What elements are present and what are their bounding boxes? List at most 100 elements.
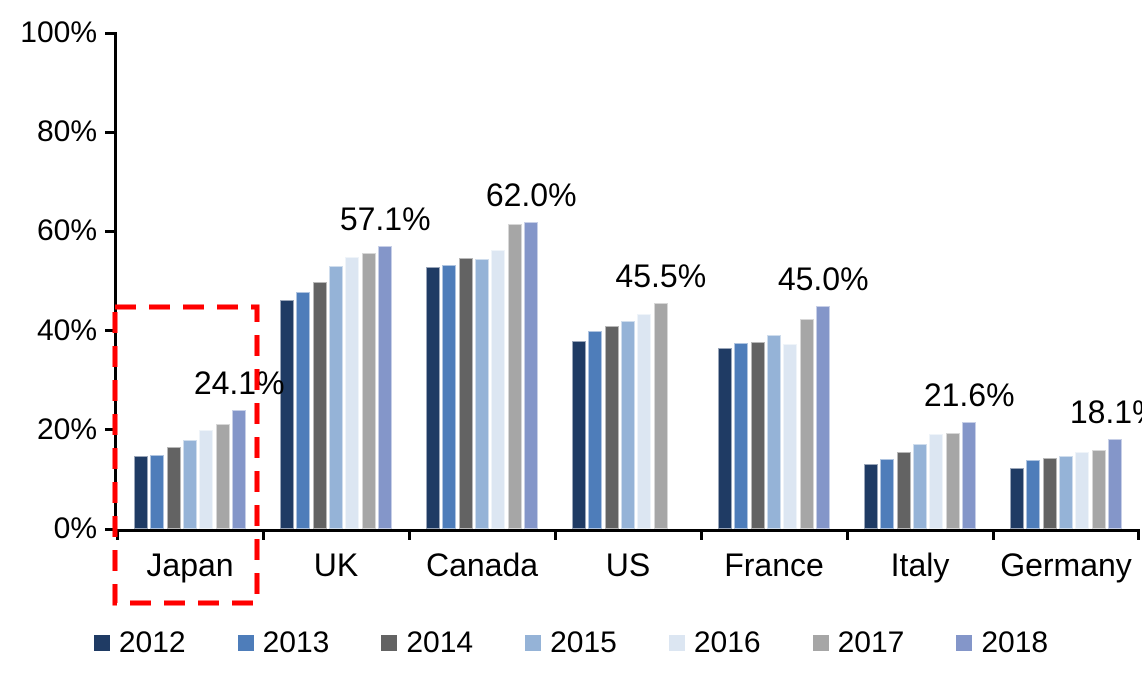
bar-uk-2017 — [361, 252, 376, 529]
bar-canada-2018 — [524, 221, 539, 529]
legend-swatch-2015 — [525, 635, 542, 651]
bar-germany-2018 — [1108, 439, 1123, 529]
x-tick-mark-1 — [261, 529, 265, 540]
legend-item-2015: 2015 — [525, 626, 617, 660]
value-label-italy: 21.6% — [923, 376, 1015, 413]
bar-japan-2014 — [166, 447, 181, 529]
bar-uk-2013 — [296, 291, 311, 529]
x-tick-mark-2 — [407, 529, 411, 540]
x-tick-mark-end — [1137, 529, 1140, 540]
bar-japan-2013 — [150, 455, 165, 529]
bar-japan-2017 — [215, 424, 230, 529]
legend-swatch-2014 — [381, 635, 398, 651]
bar-italy-2015 — [913, 444, 927, 529]
legend-item-2017: 2017 — [812, 626, 905, 660]
bar-france-2013 — [734, 343, 749, 529]
y-tick-label-40%: 40% — [36, 313, 97, 347]
bar-canada-2014 — [458, 257, 473, 529]
legend-item-2012: 2012 — [93, 626, 186, 660]
legend-swatch-2016 — [668, 635, 685, 651]
bar-us-2013 — [588, 330, 603, 529]
bar-uk-2012 — [279, 299, 294, 529]
category-label-germany: Germany — [1000, 547, 1132, 583]
category-label-france: France — [724, 547, 824, 583]
y-axis-line — [114, 33, 117, 532]
bar-france-2016 — [783, 344, 798, 529]
y-tick-mark-0% — [105, 527, 117, 531]
y-tick-label-0%: 0% — [53, 512, 97, 545]
bar-germany-2013 — [1026, 460, 1041, 529]
y-tick-mark-60% — [105, 229, 117, 233]
legend-swatch-2017 — [812, 635, 829, 651]
bar-germany-2017 — [1091, 449, 1106, 529]
bar-italy-2016 — [929, 434, 944, 529]
value-label-japan: 24.1% — [193, 364, 285, 401]
bar-france-2017 — [799, 319, 814, 529]
x-tick-mark-3 — [553, 529, 557, 540]
bar-germany-2012 — [1009, 467, 1024, 529]
bar-uk-2018 — [378, 245, 393, 529]
bar-japan-2015 — [183, 440, 197, 529]
category-label-uk: UK — [313, 547, 359, 583]
bar-japan-2012 — [133, 456, 148, 529]
bar-us-2014 — [604, 325, 619, 529]
category-label-canada: Canada — [425, 547, 539, 583]
bar-canada-2016 — [491, 250, 506, 529]
y-tick-label-60%: 60% — [36, 214, 97, 248]
bar-canada-2015 — [475, 258, 489, 529]
legend-swatch-2018 — [956, 635, 973, 651]
y-tick-mark-100% — [105, 31, 117, 35]
legend-label-2017: 2017 — [837, 626, 905, 659]
bar-germany-2015 — [1059, 455, 1073, 529]
bar-japan-2018 — [232, 409, 247, 529]
chart-legend: 2012 2013 2014 2015 2016 2017 2018 — [0, 620, 1142, 666]
y-tick-label-20%: 20% — [36, 412, 97, 446]
bar-france-2015 — [767, 334, 781, 529]
category-label-italy: Italy — [890, 547, 950, 583]
legend-label-2012: 2012 — [118, 626, 186, 659]
bar-germany-2014 — [1042, 457, 1057, 529]
value-label-uk: 57.1% — [339, 200, 431, 237]
value-label-us: 45.5% — [615, 258, 707, 295]
bar-france-2014 — [750, 342, 765, 529]
value-label-germany: 18.1% — [1069, 394, 1142, 431]
legend-label-2016: 2016 — [693, 626, 761, 659]
y-tick-mark-40% — [105, 329, 117, 333]
bar-france-2018 — [816, 305, 831, 529]
y-tick-mark-80% — [105, 130, 117, 134]
bar-italy-2018 — [962, 421, 977, 529]
x-tick-mark-4 — [699, 529, 703, 540]
bar-uk-2015 — [329, 265, 343, 529]
bar-canada-2017 — [507, 224, 522, 529]
bar-italy-2014 — [896, 452, 911, 529]
bar-us-2015 — [621, 320, 635, 529]
legend-label-2013: 2013 — [262, 626, 330, 659]
legend-swatch-2012 — [93, 635, 110, 651]
value-label-france: 45.0% — [777, 260, 869, 297]
legend-item-2014: 2014 — [381, 626, 473, 660]
bar-italy-2013 — [880, 459, 895, 529]
category-label-japan: Japan — [146, 547, 234, 583]
bar-canada-2013 — [442, 265, 457, 529]
legend-item-2013: 2013 — [237, 626, 330, 660]
y-tick-mark-20% — [105, 428, 117, 432]
bar-canada-2012 — [425, 267, 440, 529]
legend-label-2018: 2018 — [981, 626, 1049, 659]
bar-italy-2017 — [945, 433, 960, 529]
y-tick-label-100%: 100% — [20, 16, 97, 49]
legend-label-2015: 2015 — [550, 626, 617, 659]
bar-us-2012 — [571, 340, 586, 529]
bar-italy-2012 — [863, 463, 878, 529]
legend-label-2014: 2014 — [406, 626, 474, 659]
bar-us-2017 — [653, 303, 668, 529]
bar-us-2016 — [637, 313, 652, 529]
bar-uk-2016 — [345, 257, 360, 529]
category-label-us: US — [605, 547, 651, 583]
x-axis-line — [114, 529, 1139, 532]
bar-uk-2014 — [312, 281, 327, 529]
legend-swatch-2013 — [237, 635, 254, 651]
legend-item-2018: 2018 — [956, 626, 1048, 660]
x-tick-mark-6 — [991, 529, 995, 540]
bar-france-2012 — [717, 348, 732, 529]
